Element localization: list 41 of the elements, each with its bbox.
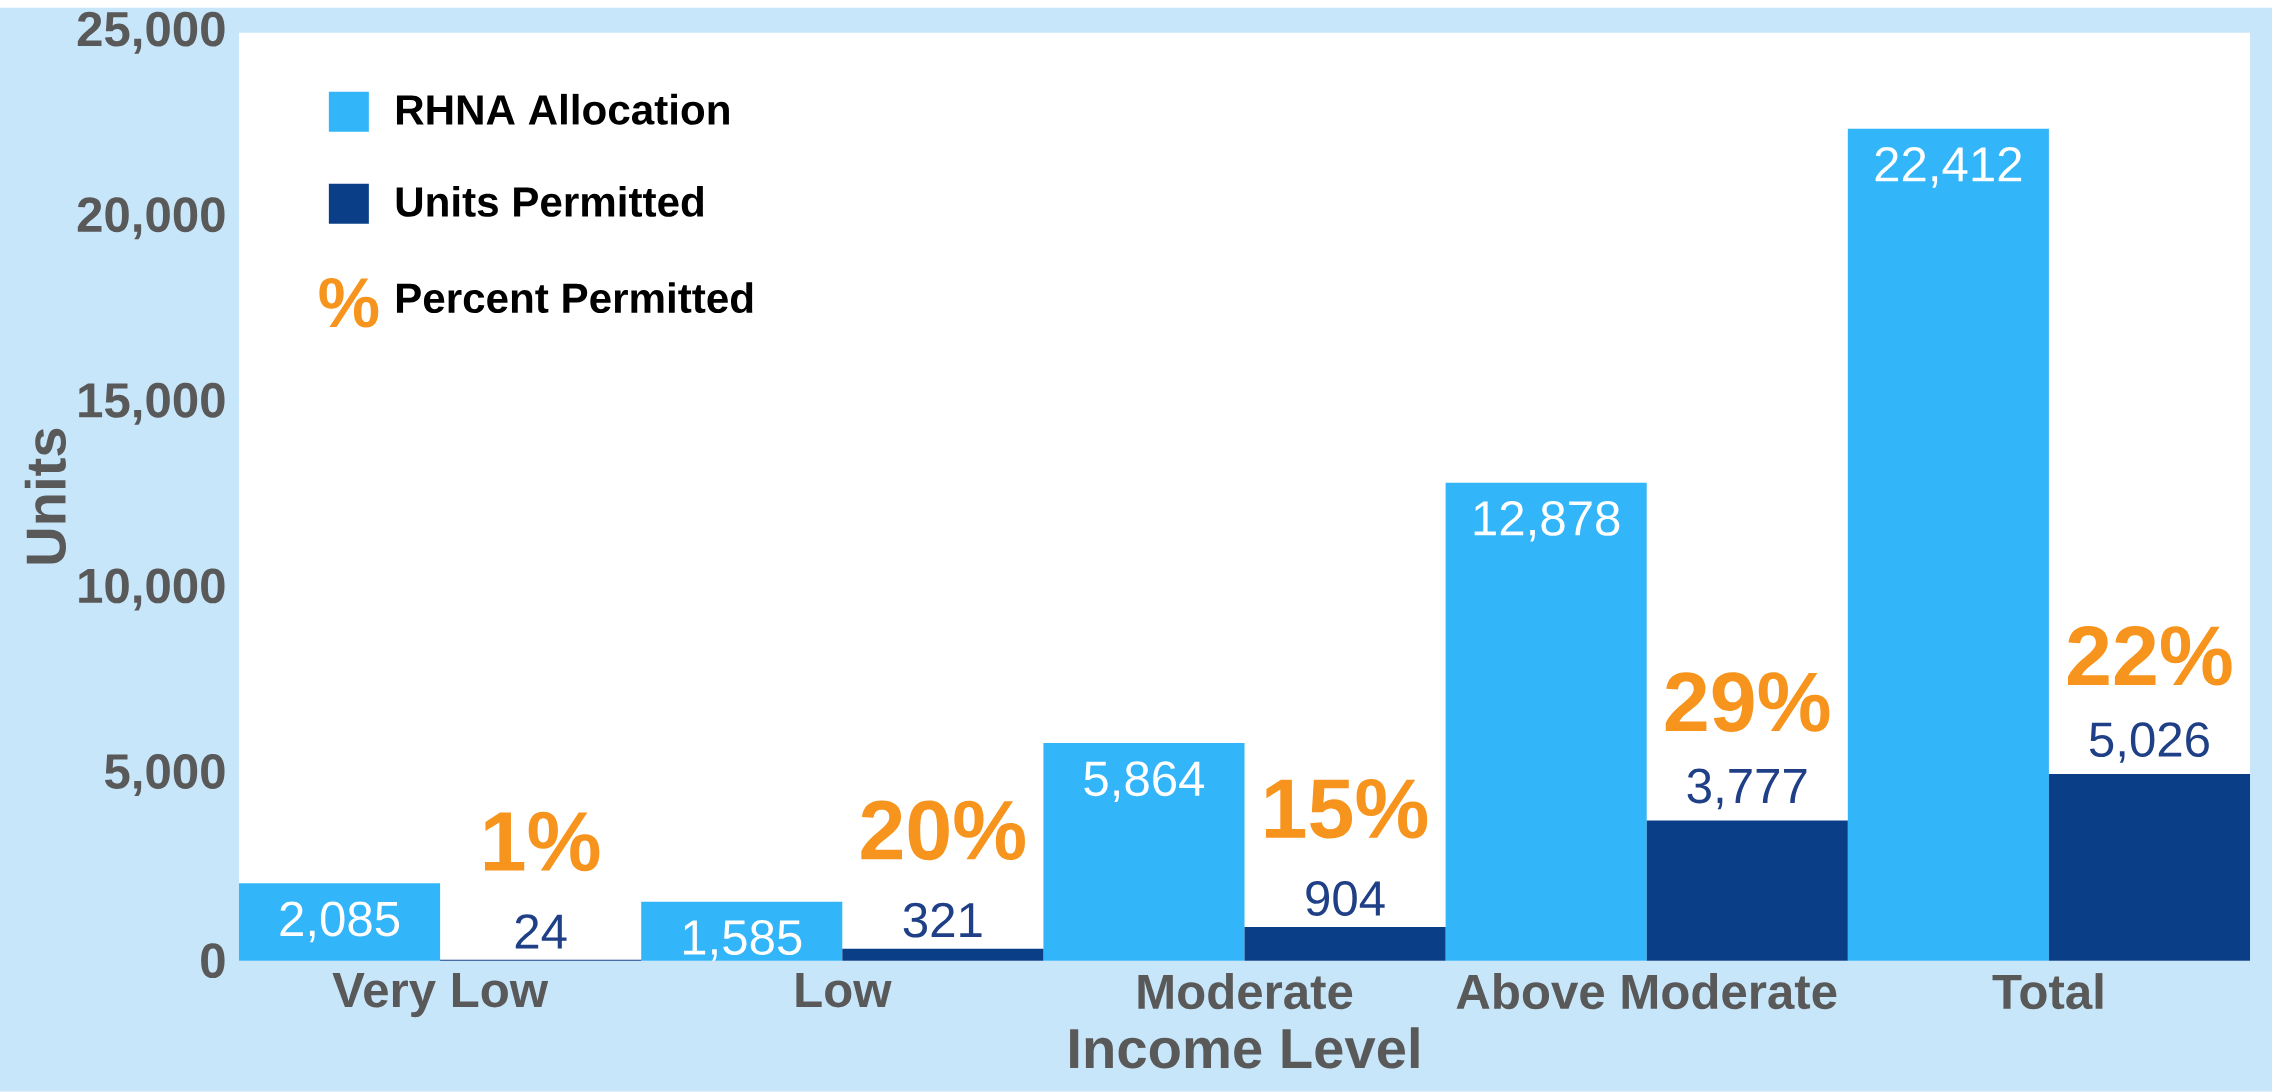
data-label: 12,878 xyxy=(1474,501,1620,542)
data-label: 3,777 xyxy=(1687,768,1807,810)
bar xyxy=(1646,820,1848,961)
y-tick-label: 25,000 xyxy=(77,11,225,54)
y-tick-label: 0 xyxy=(201,943,225,979)
y-axis-title: Units xyxy=(24,428,67,564)
x-tick-label: Moderate xyxy=(1138,973,1353,1010)
annotation: % xyxy=(319,278,379,328)
x-axis-title: Income Level xyxy=(1070,1027,1419,1069)
annotation: 29% xyxy=(1665,672,1830,733)
annotation: 1% xyxy=(484,812,600,872)
bar xyxy=(1043,743,1245,961)
legend-label: Units Permitted xyxy=(396,186,704,217)
bar xyxy=(842,948,1044,961)
bar xyxy=(2048,774,2251,961)
bar xyxy=(1244,927,1446,961)
y-tick-label: 5,000 xyxy=(104,754,225,797)
bar xyxy=(1847,128,2049,961)
data-label: 321 xyxy=(903,902,982,938)
x-tick-label: Very Low xyxy=(332,973,549,1018)
data-label: 1,585 xyxy=(683,920,802,961)
data-label: 24 xyxy=(515,914,567,949)
data-label: 5,026 xyxy=(2089,722,2209,763)
legend-label: RHNA Allocation xyxy=(396,94,729,125)
x-tick-label: Above Moderate xyxy=(1456,973,1837,1010)
y-tick-label: 15,000 xyxy=(79,383,225,425)
y-tick-label: 20,000 xyxy=(77,197,225,240)
data-label: 5,864 xyxy=(1084,761,1205,803)
annotation: 15% xyxy=(1265,779,1428,839)
annotation: Percent Permitted xyxy=(396,282,753,314)
data-label: 22,412 xyxy=(1875,147,2022,188)
x-tick-label: Low xyxy=(796,973,892,1008)
data-label: 904 xyxy=(1306,881,1385,917)
annotation: 20% xyxy=(861,800,1025,861)
annotation: 22% xyxy=(2067,626,2232,686)
data-label: 2,085 xyxy=(280,901,400,943)
y-tick-label: 10,000 xyxy=(79,568,225,611)
x-tick-label: Total xyxy=(1992,973,2103,1010)
bar xyxy=(238,883,441,961)
bar xyxy=(641,901,843,961)
bar xyxy=(1445,482,1647,961)
